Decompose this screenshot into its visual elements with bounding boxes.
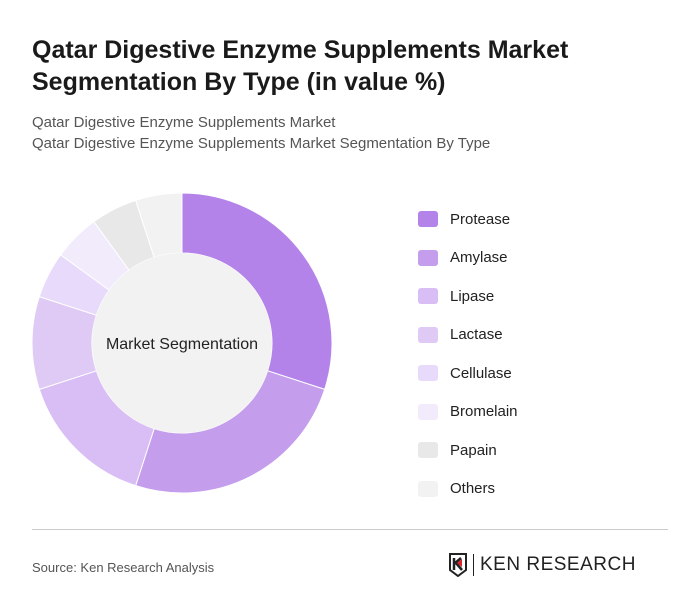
legend-swatch (418, 211, 438, 228)
chart-title: Qatar Digestive Enzyme Supplements Marke… (32, 36, 569, 96)
center-label: Market Segmentation (106, 336, 258, 353)
legend-swatch (418, 288, 438, 305)
legend-swatch (418, 326, 438, 343)
legend-swatch (418, 249, 438, 266)
donut-hole (92, 253, 272, 433)
legend-item-amylase[interactable]: Amylase (418, 239, 518, 278)
legend-item-lipase[interactable]: Lipase (418, 277, 518, 316)
legend-label: Amylase (450, 249, 508, 267)
subtitle-market: Qatar Digestive Enzyme Supplements Marke… (32, 114, 336, 131)
legend-item-bromelain[interactable]: Bromelain (418, 393, 518, 432)
subtitle-segmentation: Qatar Digestive Enzyme Supplements Marke… (32, 135, 491, 152)
logo-text: KEN RESEARCH (480, 554, 636, 575)
legend-item-protease[interactable]: Protease (418, 200, 518, 239)
legend-label: Protease (450, 210, 511, 228)
legend-label: Cellulase (450, 364, 512, 382)
divider (32, 529, 668, 530)
ken-logo-icon (449, 553, 467, 577)
source-note: Source: Ken Research Analysis (32, 560, 215, 575)
legend-label: Papain (450, 441, 497, 459)
legend-item-cellulase[interactable]: Cellulase (418, 354, 518, 393)
legend-item-lactase[interactable]: Lactase (418, 316, 518, 355)
legend-swatch (418, 403, 438, 420)
legend: Protease Amylase Lipase Lactase Cellulase Bro… (418, 200, 518, 508)
legend-swatch (418, 442, 438, 459)
legend-swatch (418, 480, 438, 497)
donut-chart: Market Segmentation (31, 192, 333, 494)
legend-swatch (418, 365, 438, 382)
legend-label: Lipase (450, 287, 495, 305)
legend-label: Lactase (450, 326, 503, 344)
legend-item-others[interactable]: Others (418, 470, 518, 509)
ken-research-logo: KEN RESEARCH (448, 553, 636, 577)
legend-label: Bromelain (450, 403, 518, 421)
slice-amylase[interactable] (135, 370, 326, 494)
legend-item-papain[interactable]: Papain (418, 431, 518, 470)
legend-label: Others (450, 480, 496, 498)
